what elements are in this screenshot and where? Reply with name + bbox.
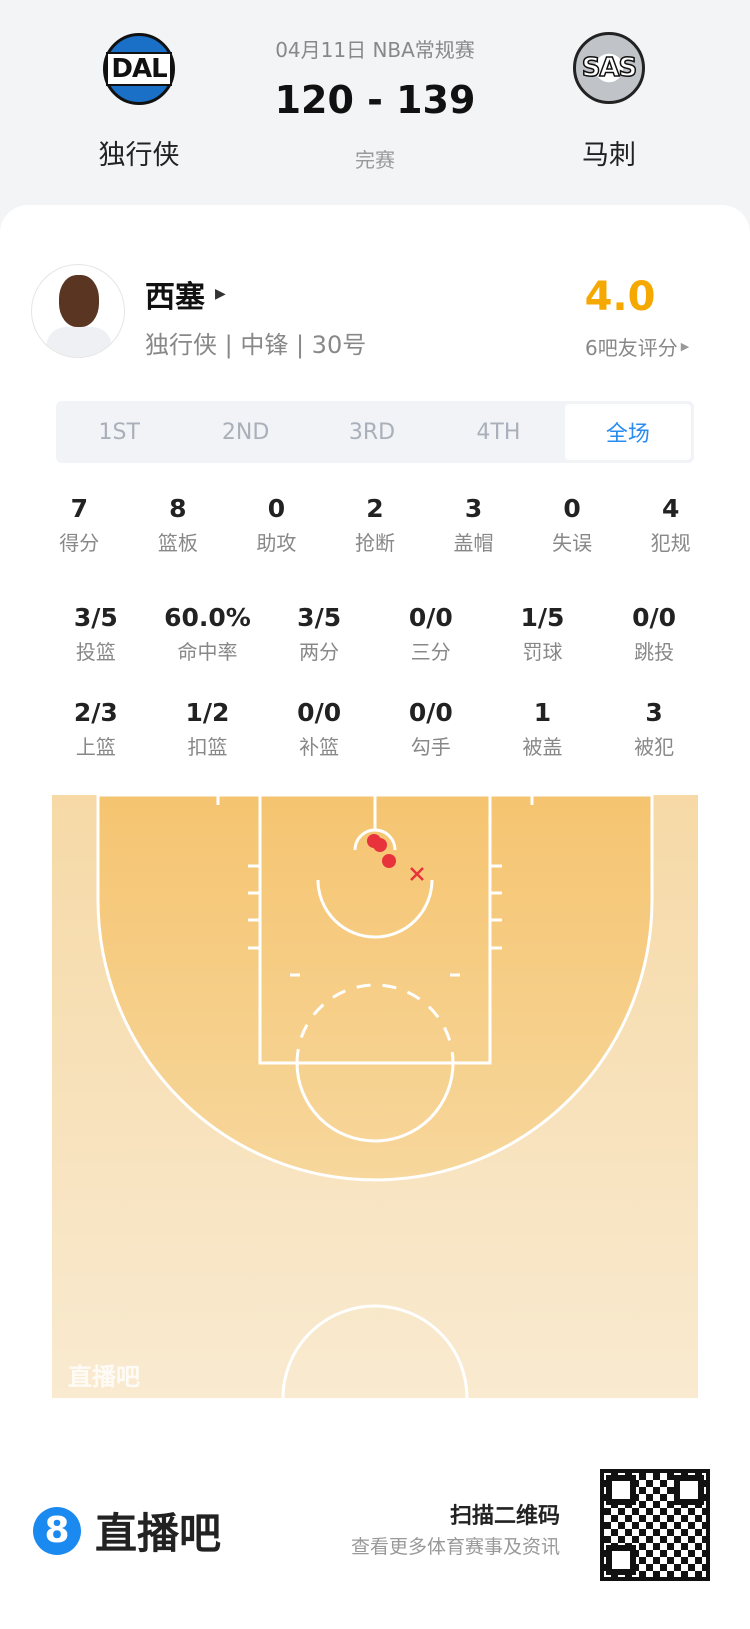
center-circle <box>281 1304 469 1398</box>
score: 120 - 139 <box>274 78 476 122</box>
stat-盖帽: 3 盖帽 <box>429 494 519 556</box>
stat-value: 0 <box>267 494 286 523</box>
stat-label: 跳投 <box>634 640 675 664</box>
tab-3rd[interactable]: 3RD <box>348 419 396 445</box>
stat-label: 盖帽 <box>453 531 494 555</box>
paint-lane <box>258 795 492 1065</box>
stat-label: 犯规 <box>650 531 691 555</box>
stat-value: 1/2 <box>185 698 230 727</box>
stat-label: 篮板 <box>157 531 198 555</box>
stat-value: 2 <box>366 494 384 523</box>
rating-label: 6吧友评分 <box>585 336 678 360</box>
stat-得分: 7 得分 <box>34 494 124 556</box>
stat-补篮: 0/0 补篮 <box>274 698 364 760</box>
stat-value: 1/5 <box>520 603 565 632</box>
stat-命中率: 60.0% 命中率 <box>162 603 252 665</box>
brand-logo: 8 直播吧 <box>33 1500 221 1561</box>
stat-label: 扣篮 <box>187 735 228 759</box>
player-rating: 4.0 <box>584 274 656 320</box>
stat-value: 3 <box>464 494 483 523</box>
stat-value: 0/0 <box>632 603 677 632</box>
stat-value: 0/0 <box>408 698 453 727</box>
made-shot-marker <box>382 854 396 868</box>
stat-被盖: 1 被盖 <box>497 698 587 760</box>
period-tabs: 1ST 2ND 3RD 4TH 全场 <box>56 401 694 463</box>
brand-8-icon: 8 <box>33 1506 81 1555</box>
stat-value: 0/0 <box>297 698 342 727</box>
date-league: 04月11日 NBA常规赛 <box>275 38 475 62</box>
shot-chart: 直播吧 <box>52 795 698 1398</box>
scan-title: 扫描二维码 <box>449 1504 560 1529</box>
dal-logo[interactable]: DAL <box>103 33 175 105</box>
stat-value: 0 <box>563 494 581 523</box>
stat-label: 助攻 <box>256 531 297 555</box>
player-name: 西塞 <box>145 280 205 315</box>
tab-full-game[interactable]: 全场 <box>564 404 692 460</box>
stat-label: 三分 <box>410 640 451 664</box>
stat-跳投: 0/0 跳投 <box>609 603 699 665</box>
stat-被犯: 3 被犯 <box>609 698 699 760</box>
stat-label: 投篮 <box>75 640 116 664</box>
stat-value: 3 <box>645 698 663 727</box>
stats-row-basic: 7 得分 8 篮板 0 助攻 2 抢断 3 盖帽 0 失误 4 犯规 <box>30 494 720 556</box>
player-info: 独行侠 | 中锋 | 30号 <box>145 331 367 359</box>
stat-label: 被盖 <box>522 735 563 759</box>
tab-4th[interactable]: 4TH <box>476 419 521 445</box>
stat-两分: 3/5 两分 <box>274 603 364 665</box>
sas-logo[interactable]: SAS <box>573 32 645 104</box>
stat-三分: 0/0 三分 <box>386 603 476 665</box>
stats-row-shooting: 3/5 投篮 60.0% 命中率 3/5 两分 0/0 三分 1/5 罚球 0/0 跳投 <box>40 603 710 665</box>
stat-value: 4 <box>661 494 680 523</box>
stat-value: 1 <box>533 698 552 727</box>
stat-罚球: 1/5 罚球 <box>497 603 587 665</box>
brand-name: 直播吧 <box>95 1509 222 1558</box>
stat-label: 勾手 <box>410 735 451 759</box>
stat-label: 补篮 <box>299 735 340 759</box>
stat-label: 命中率 <box>177 640 238 664</box>
stat-失误: 0 失误 <box>527 494 617 556</box>
stat-label: 抢断 <box>354 531 395 555</box>
away-team-name[interactable]: 马刺 <box>582 140 636 171</box>
stat-助攻: 0 助攻 <box>231 494 321 556</box>
rating-link[interactable]: 6吧友评分 ▶ <box>585 332 689 361</box>
stat-投篮: 3/5 投篮 <box>51 603 141 665</box>
stat-抢断: 2 抢断 <box>330 494 420 556</box>
stat-value: 2/3 <box>73 698 118 727</box>
stat-label: 得分 <box>59 531 100 555</box>
stat-value: 60.0% <box>164 603 251 632</box>
stat-value: 8 <box>169 494 187 523</box>
stat-value: 3/5 <box>297 603 342 632</box>
stat-label: 被犯 <box>634 735 675 759</box>
stat-value: 3/5 <box>73 603 118 632</box>
missed-shot-marker <box>410 867 424 881</box>
restricted-area <box>353 828 397 851</box>
stat-label: 失误 <box>552 531 593 555</box>
stat-上篮: 2/3 上篮 <box>51 698 141 760</box>
made-shot-marker <box>373 838 387 852</box>
stat-篮板: 8 篮板 <box>133 494 223 556</box>
stat-label: 罚球 <box>522 640 563 664</box>
caret-right-icon: ▶ <box>680 340 690 353</box>
stat-勾手: 0/0 勾手 <box>386 698 476 760</box>
stat-value: 0/0 <box>408 603 453 632</box>
three-point-line <box>96 795 654 1182</box>
watermark: 直播吧 <box>68 1363 140 1391</box>
stat-扣篮: 1/2 扣篮 <box>162 698 252 760</box>
qr-code-icon[interactable] <box>600 1469 710 1581</box>
free-throw-circle-bottom <box>295 1062 455 1143</box>
stat-value: 7 <box>70 494 88 523</box>
home-team-name[interactable]: 独行侠 <box>98 140 180 171</box>
tab-2nd[interactable]: 2ND <box>221 419 270 445</box>
caret-right-icon: ▶ <box>215 286 226 302</box>
free-throw-circle-top <box>295 983 455 1064</box>
stat-犯规: 4 犯规 <box>626 494 716 556</box>
player-avatar[interactable] <box>31 264 125 358</box>
game-status: 完赛 <box>355 148 395 172</box>
stat-label: 上篮 <box>75 735 116 759</box>
scan-subtitle: 查看更多体育赛事及资讯 <box>350 1536 560 1558</box>
stat-label: 两分 <box>299 640 340 664</box>
stats-row-shot-types: 2/3 上篮 1/2 扣篮 0/0 补篮 0/0 勾手 1 被盖 3 被犯 <box>40 698 710 760</box>
tab-1st[interactable]: 1ST <box>98 419 140 445</box>
player-name-link[interactable]: 西塞 ▶ <box>145 272 226 316</box>
